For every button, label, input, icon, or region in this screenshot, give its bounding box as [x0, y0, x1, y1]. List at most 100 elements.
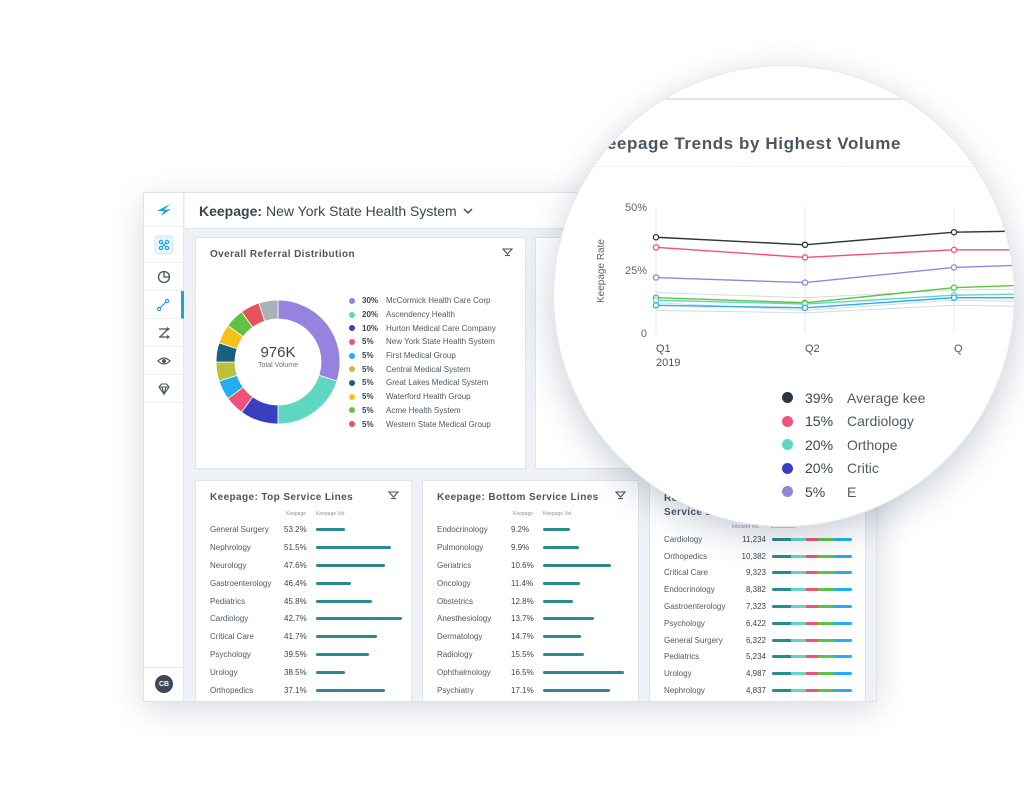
- table-row[interactable]: Urology 38.5%: [210, 663, 401, 681]
- keepage-vol-bar: [316, 617, 402, 621]
- legend-item[interactable]: 5% Great Lakes Medical System: [349, 376, 496, 390]
- chevron-down-icon[interactable]: [463, 207, 473, 215]
- series-line[interactable]: [655, 246, 1015, 259]
- sidebar-item-flow[interactable]: [144, 319, 184, 347]
- filter-icon[interactable]: [615, 491, 626, 501]
- table-row[interactable]: Urology 4,987: [664, 665, 855, 682]
- table-row[interactable]: Cardiology 11,234: [664, 531, 855, 548]
- table-row[interactable]: Ophthalmology 16.5%: [437, 663, 628, 681]
- col-keepage: Keepage: [286, 511, 307, 517]
- series-line[interactable]: [655, 262, 1015, 284]
- sidebar-item-network[interactable]: [144, 227, 184, 263]
- legend-item[interactable]: 5% First Medical Group: [349, 349, 496, 363]
- legend-item[interactable]: 5% E: [782, 480, 925, 504]
- data-point[interactable]: [950, 284, 958, 291]
- distribution-bar: [772, 638, 852, 642]
- table-row[interactable]: Geriatrics 10.6%: [437, 557, 628, 575]
- table-row[interactable]: Pediatrics 45.8%: [210, 592, 401, 610]
- series-line[interactable]: [655, 293, 1015, 305]
- table-row[interactable]: Critical Care 9,323: [664, 565, 855, 582]
- data-point[interactable]: [801, 304, 809, 312]
- filter-icon[interactable]: [502, 248, 513, 258]
- system-selector[interactable]: New York State Health System: [266, 202, 457, 219]
- keepage-vol-track: [316, 546, 401, 550]
- data-point[interactable]: [950, 264, 958, 271]
- legend-item[interactable]: 10% Hurton Medical Care Company: [349, 321, 496, 335]
- donut-slice-10[interactable]: [258, 299, 279, 322]
- sidebar-item-overview[interactable]: [144, 263, 184, 291]
- data-point[interactable]: [652, 274, 660, 281]
- series-line[interactable]: [655, 230, 1015, 246]
- table-row[interactable]: Psychology 6,422: [664, 615, 855, 632]
- legend-item[interactable]: 20% Critic: [782, 457, 925, 481]
- data-point[interactable]: [950, 246, 958, 254]
- table-row[interactable]: Obstetrics 12.8%: [437, 592, 628, 610]
- table-row[interactable]: Pediatrics 5,234: [664, 649, 855, 666]
- table-row[interactable]: Critical Care 41.7%: [210, 628, 401, 646]
- table-row[interactable]: Nephrology 4,837: [664, 682, 855, 699]
- distribution-segment: [772, 689, 792, 693]
- data-point[interactable]: [801, 279, 809, 286]
- series-line[interactable]: [655, 304, 1015, 314]
- series-line[interactable]: [655, 288, 1015, 299]
- service-line-name: Pediatrics: [664, 652, 700, 662]
- data-point[interactable]: [950, 294, 958, 301]
- legend-name: Critic: [847, 460, 879, 477]
- table-row[interactable]: Cardiology 42.7%: [210, 610, 402, 628]
- sidebar-item-view[interactable]: [144, 347, 184, 375]
- legend-name: Average kee: [847, 389, 926, 406]
- donut-slice-1[interactable]: [277, 374, 338, 425]
- table-row[interactable]: Psychology 39.5%: [210, 646, 401, 664]
- trends-title: Keepage Trends by Highest Volume: [594, 134, 902, 153]
- legend-item[interactable]: 5% Central Medical System: [349, 362, 496, 376]
- table-row[interactable]: Psychiatry 17.1%: [437, 681, 628, 699]
- legend-item[interactable]: 15% Cardiology: [782, 410, 925, 434]
- service-line-name: Anesthesiology: [437, 614, 492, 624]
- legend-item[interactable]: 20% Orthope: [782, 433, 925, 457]
- table-row[interactable]: Orthopedics 10,382: [664, 548, 855, 565]
- keepage-value: 42.7%: [284, 614, 307, 624]
- filter-icon[interactable]: [388, 491, 399, 501]
- table-row[interactable]: Anesthesiology 13.7%: [437, 610, 628, 628]
- data-point[interactable]: [652, 302, 660, 309]
- table-row[interactable]: Orthopedics 37.1%: [210, 681, 401, 699]
- top-service-rows: General Surgery 53.2% Nephrology 51.5% Neuro…: [210, 521, 402, 699]
- legend-item[interactable]: 5% Waterford Health Group: [349, 390, 496, 404]
- table-row[interactable]: Nephrology 51.5%: [210, 539, 401, 557]
- table-row[interactable]: Gastroenterology 46.4%: [210, 574, 401, 592]
- legend-item[interactable]: 5% Acme Health System: [349, 404, 496, 418]
- sidebar-item-premium[interactable]: [144, 375, 184, 403]
- data-point[interactable]: [652, 244, 660, 251]
- legend-item[interactable]: 5% Western State Medical Group: [349, 417, 496, 431]
- table-row[interactable]: Radiology 15.5%: [437, 646, 628, 664]
- legend-item[interactable]: 5% New York State Health System: [349, 335, 496, 349]
- sidebar-item-keepage[interactable]: [144, 291, 184, 319]
- legend-item[interactable]: 39% Average kee: [782, 386, 925, 410]
- table-row[interactable]: Gastroenterology 7,323: [664, 598, 855, 615]
- table-row[interactable]: Endocrinology 9.2%: [437, 521, 628, 539]
- table-row[interactable]: Neurology 47.6%: [210, 557, 401, 575]
- legend-item[interactable]: 30% McCormick Health Care Corp: [349, 294, 496, 308]
- legend-name: Ascendency Health: [386, 310, 455, 320]
- legend-item[interactable]: 20% Ascendency Health: [349, 308, 496, 322]
- distribution-segment: [791, 537, 806, 541]
- table-row[interactable]: Pulmonology 9.9%: [437, 539, 628, 557]
- data-point[interactable]: [801, 241, 809, 249]
- table-row[interactable]: General Surgery 6,322: [664, 632, 855, 649]
- keepage-vol-track: [316, 617, 402, 621]
- series-line[interactable]: [655, 283, 1015, 304]
- table-row[interactable]: General Surgery 53.2%: [210, 521, 401, 539]
- data-point[interactable]: [652, 233, 660, 241]
- avatar[interactable]: CB: [155, 675, 173, 693]
- data-point[interactable]: [950, 228, 958, 236]
- distribution-segment: [818, 554, 835, 558]
- table-row[interactable]: Dermatology 14.7%: [437, 628, 628, 646]
- table-row[interactable]: Endocrinology 8,382: [664, 581, 855, 598]
- data-point[interactable]: [801, 254, 809, 261]
- distribution-segment: [818, 655, 835, 659]
- distribution-segment: [834, 605, 852, 609]
- table-row[interactable]: Oncology 11.4%: [437, 574, 628, 592]
- legend-name: Hurton Medical Care Company: [386, 323, 496, 333]
- series-line[interactable]: [655, 297, 1015, 309]
- service-line-name: Critical Care: [664, 568, 709, 578]
